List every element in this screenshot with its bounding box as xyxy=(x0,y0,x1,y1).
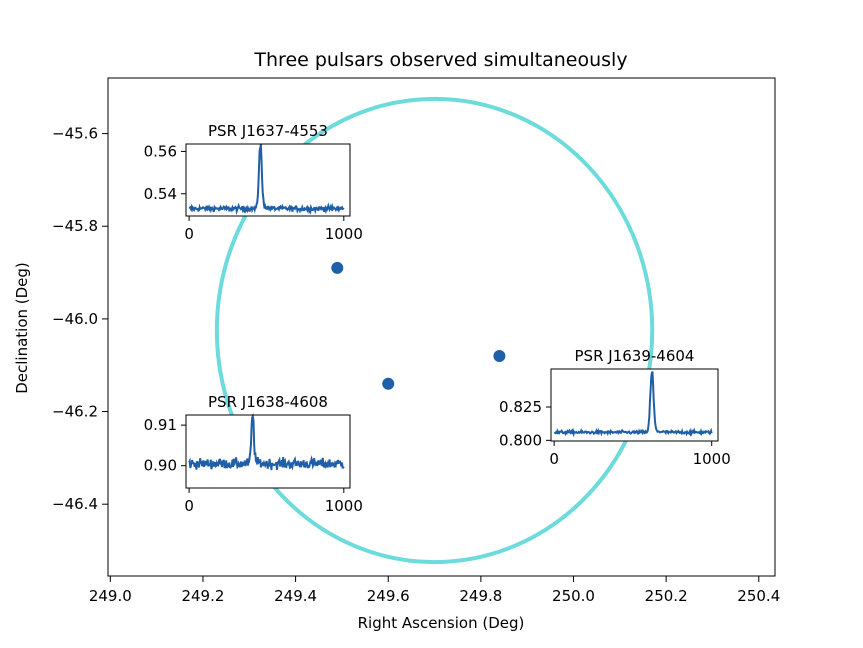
inset-x-tick-label: 1000 xyxy=(693,450,731,468)
inset-y-tick-label: 0.91 xyxy=(144,416,177,434)
inset-frame xyxy=(550,368,719,442)
inset-background xyxy=(186,144,350,216)
y-tick-label: −46.4 xyxy=(52,495,98,513)
inset-title: PSR J1638-4608 xyxy=(208,393,328,411)
y-tick-label: −45.6 xyxy=(52,125,98,143)
main-plot-area: 249.0 249.2 249.4 249.6 249.8 250.0 250.2 250.4… xyxy=(52,77,780,605)
inset-3: PSR J1639-4604 0 1000 0.800 0.825 xyxy=(499,347,731,468)
y-axis-label: Declination (Deg) xyxy=(13,262,31,394)
inset-1: PSR J1637-4553 0 1000 0.54 0.56 xyxy=(144,122,363,243)
inset-y-tick-label: 0.90 xyxy=(144,457,177,475)
inset-x-tick-label: 1000 xyxy=(325,497,363,515)
pulsar-point-2 xyxy=(382,377,395,390)
x-tick-label: 249.4 xyxy=(274,587,317,605)
inset-x-tick-label: 0 xyxy=(184,497,194,515)
y-tick-label: −45.8 xyxy=(52,217,98,235)
inset-background xyxy=(186,415,350,488)
x-tick-label: 249.6 xyxy=(367,587,410,605)
inset-x-tick-label: 0 xyxy=(549,450,559,468)
inset-frame xyxy=(185,414,351,489)
inset-x-tick-label: 0 xyxy=(184,225,194,243)
inset-profile-line xyxy=(188,412,345,471)
x-tick-label: 250.0 xyxy=(552,587,595,605)
pulsar-point-3 xyxy=(493,349,506,362)
y-tick-label: −46.0 xyxy=(52,310,98,328)
chart-title: Three pulsars observed simultaneously xyxy=(253,49,627,71)
inset-frame xyxy=(185,143,351,217)
main-axes-frame xyxy=(107,77,776,577)
y-tick-label: −46.2 xyxy=(52,403,98,421)
x-tick-label: 249.8 xyxy=(459,587,502,605)
inset-y-tick-label: 0.825 xyxy=(499,398,542,416)
inset-title: PSR J1639-4604 xyxy=(575,347,695,365)
inset-title: PSR J1637-4553 xyxy=(208,122,328,140)
inset-background xyxy=(551,369,718,441)
inset-y-tick-label: 0.56 xyxy=(144,142,177,160)
inset-2: PSR J1638-4608 0 1000 0.90 0.91 xyxy=(144,393,363,515)
inset-profile-line xyxy=(554,371,713,438)
x-tick-label: 249.2 xyxy=(181,587,224,605)
inset-x-tick-label: 1000 xyxy=(325,225,363,243)
inset-profile-line xyxy=(188,144,345,216)
x-tick-label: 249.0 xyxy=(89,587,132,605)
beam-circle xyxy=(214,96,655,565)
inset-y-tick-label: 0.800 xyxy=(499,431,542,449)
x-tick-label: 250.4 xyxy=(737,587,780,605)
x-axis-label: Right Ascension (Deg) xyxy=(358,614,525,632)
x-tick-label: 250.2 xyxy=(645,587,688,605)
inset-y-tick-label: 0.54 xyxy=(144,185,177,203)
pulsar-point-1 xyxy=(331,261,344,274)
